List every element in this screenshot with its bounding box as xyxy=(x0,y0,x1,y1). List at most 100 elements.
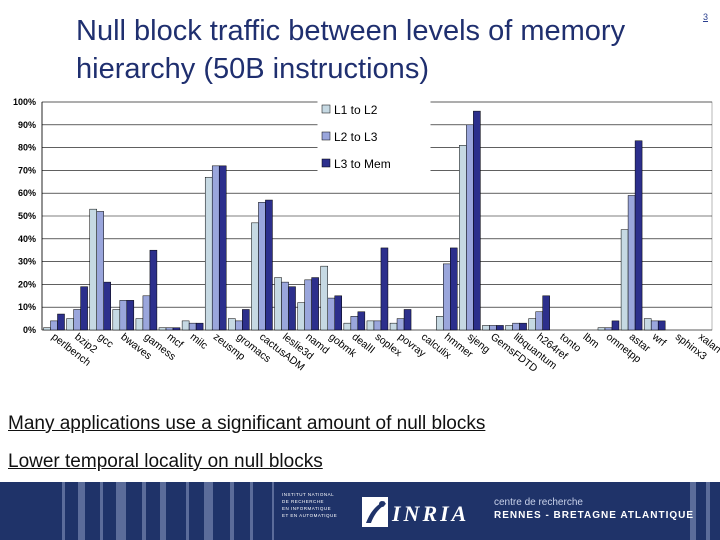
bar xyxy=(258,202,266,331)
bar xyxy=(389,322,398,331)
inria-logo-icon xyxy=(362,497,388,527)
legend-label: L3 to Mem xyxy=(334,157,391,171)
slide-number[interactable]: 3 xyxy=(702,12,708,22)
bar xyxy=(519,322,527,331)
bullet-1: Many applications use a significant amou… xyxy=(8,413,486,434)
bar xyxy=(135,318,144,331)
legend-swatch xyxy=(321,131,331,141)
bar xyxy=(459,145,467,331)
bar xyxy=(242,309,250,331)
footer-banner: INSTITUT NATIONAL DE RECHERCHE EN INFORM… xyxy=(0,482,720,540)
bar xyxy=(126,300,135,331)
bar xyxy=(466,124,474,331)
y-tick-label: 90% xyxy=(18,120,36,130)
bar xyxy=(274,277,282,331)
bar xyxy=(304,279,312,331)
bar xyxy=(650,320,659,331)
bar xyxy=(505,325,513,331)
bullet-2: Lower temporal locality on null blocks xyxy=(8,451,323,472)
bar xyxy=(149,249,158,331)
bar xyxy=(297,302,305,331)
bar xyxy=(211,165,220,331)
bar xyxy=(343,322,352,331)
slide-title: Null block traffic between levels of mem… xyxy=(76,15,626,85)
bar xyxy=(373,320,382,331)
bar xyxy=(528,318,536,331)
bar xyxy=(512,322,520,331)
y-tick-label: 40% xyxy=(18,234,36,244)
bar xyxy=(380,247,389,331)
bar xyxy=(542,295,550,331)
bar-chart: 0%10%20%30%40%50%60%70%80%90%100%perlben… xyxy=(13,95,720,375)
bar xyxy=(657,320,666,331)
bar xyxy=(80,286,88,331)
bar xyxy=(195,322,204,331)
x-tick-label: lbm xyxy=(581,331,602,351)
bar xyxy=(366,320,375,331)
bar xyxy=(403,309,412,331)
bar xyxy=(228,318,236,331)
bar xyxy=(627,195,636,331)
y-tick-label: 30% xyxy=(18,257,36,267)
x-tick-label: milc xyxy=(188,331,210,352)
bar xyxy=(73,309,81,331)
bar xyxy=(265,199,273,331)
x-tick-label: wrf xyxy=(649,330,668,349)
bar xyxy=(103,281,111,331)
bar xyxy=(350,316,359,331)
legend-swatch xyxy=(321,104,331,114)
bar xyxy=(450,247,458,331)
bar xyxy=(496,325,504,331)
centre-name: centre de recherche RENNES - BRETAGNE AT… xyxy=(494,497,695,521)
bar xyxy=(288,286,296,331)
bar xyxy=(204,176,213,331)
bar xyxy=(188,322,197,331)
legend xyxy=(317,95,431,173)
bar xyxy=(620,229,629,331)
bar xyxy=(50,320,58,331)
bar xyxy=(251,222,259,331)
bar xyxy=(535,311,543,331)
institute-name: INSTITUT NATIONAL DE RECHERCHE EN INFORM… xyxy=(282,492,338,518)
bar xyxy=(89,208,97,331)
bar xyxy=(489,325,497,331)
bar xyxy=(142,295,151,331)
bar xyxy=(643,318,652,331)
bar xyxy=(112,309,121,331)
bar xyxy=(218,165,227,331)
bar xyxy=(634,140,643,331)
bar xyxy=(357,311,366,331)
bar xyxy=(235,320,243,331)
inria-logo-text: INRIA xyxy=(392,501,470,526)
bar xyxy=(327,297,335,331)
y-tick-label: 10% xyxy=(18,302,36,312)
bar xyxy=(334,295,342,331)
bar xyxy=(597,327,606,331)
bullet-list: Many applications use a significant amou… xyxy=(8,410,485,486)
bar xyxy=(158,327,167,331)
y-tick-label: 100% xyxy=(13,97,36,107)
bar xyxy=(281,281,289,331)
y-tick-label: 70% xyxy=(18,165,36,175)
y-tick-label: 0% xyxy=(23,325,36,335)
bar xyxy=(436,316,444,331)
y-tick-label: 20% xyxy=(18,279,36,289)
legend-label: L2 to L3 xyxy=(334,130,378,144)
bar xyxy=(482,325,490,331)
bar xyxy=(96,211,104,331)
bar xyxy=(172,327,181,331)
bar xyxy=(57,313,65,331)
y-tick-label: 60% xyxy=(18,188,36,198)
bar xyxy=(66,318,74,331)
bar xyxy=(611,320,620,331)
bar xyxy=(443,263,451,331)
bar xyxy=(119,300,128,331)
bar xyxy=(181,320,190,331)
bar xyxy=(473,110,481,331)
bar xyxy=(320,265,328,331)
y-tick-label: 80% xyxy=(18,143,36,153)
bar xyxy=(396,318,405,331)
bar xyxy=(43,327,51,331)
legend-label: L1 to L2 xyxy=(334,103,378,117)
bar xyxy=(311,277,319,331)
